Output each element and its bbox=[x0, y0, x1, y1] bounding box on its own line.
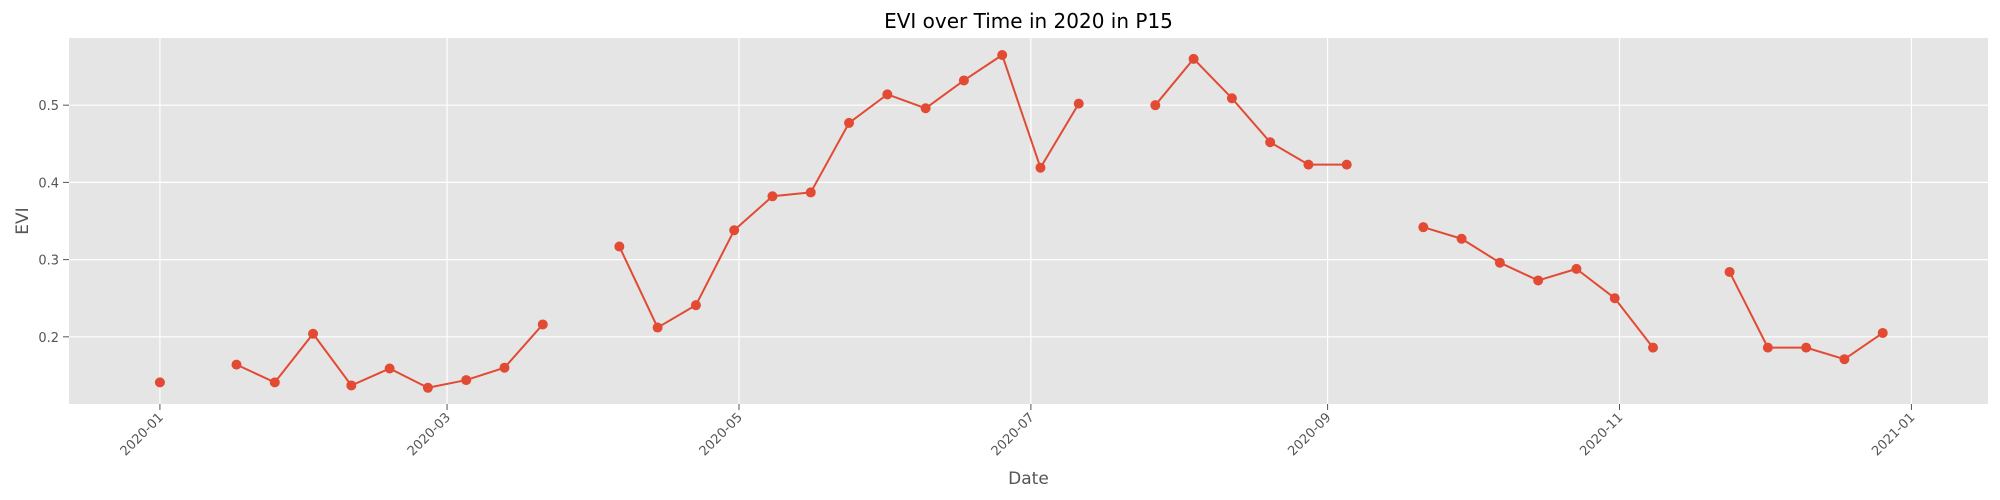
y-axis-label: EVI bbox=[13, 207, 33, 234]
data-point bbox=[384, 363, 395, 374]
y-tick-label: 0.4 bbox=[38, 176, 59, 191]
y-tick-label: 0.2 bbox=[38, 331, 59, 346]
data-point bbox=[652, 322, 663, 333]
data-point bbox=[1035, 162, 1046, 173]
data-point bbox=[767, 191, 778, 202]
data-point bbox=[346, 380, 357, 391]
data-point bbox=[537, 319, 548, 330]
data-point bbox=[1533, 275, 1544, 286]
data-point bbox=[1801, 342, 1812, 353]
grid-lines bbox=[69, 38, 1988, 404]
data-point bbox=[1456, 233, 1467, 244]
data-point bbox=[1226, 93, 1237, 104]
axis-ticks bbox=[63, 104, 1912, 410]
data-point bbox=[308, 328, 319, 339]
data-point bbox=[231, 359, 242, 370]
data-point bbox=[1265, 137, 1276, 148]
chart-title: EVI over Time in 2020 in P15 bbox=[884, 9, 1173, 33]
data-point bbox=[1150, 100, 1161, 111]
data-point bbox=[269, 377, 280, 388]
data-point bbox=[1571, 263, 1582, 274]
data-point bbox=[1303, 159, 1314, 170]
plot-area bbox=[69, 38, 1988, 404]
data-point bbox=[1418, 222, 1429, 233]
data-point bbox=[1839, 354, 1850, 365]
data-point bbox=[1609, 293, 1620, 304]
data-point bbox=[958, 75, 969, 86]
series-points bbox=[154, 49, 1888, 393]
data-point bbox=[1494, 257, 1505, 268]
data-point bbox=[844, 117, 855, 128]
data-point bbox=[1188, 53, 1199, 64]
data-point bbox=[920, 103, 931, 114]
data-point bbox=[499, 362, 510, 373]
data-point bbox=[154, 377, 165, 388]
x-axis-label: Date bbox=[1008, 469, 1049, 489]
data-point bbox=[882, 89, 893, 100]
series-line-segment bbox=[1154, 57, 1347, 166]
data-point bbox=[997, 49, 1008, 60]
data-point bbox=[614, 241, 625, 252]
data-point bbox=[1073, 98, 1084, 109]
y-tick-label: 0.3 bbox=[38, 254, 59, 269]
data-point bbox=[729, 225, 740, 236]
data-point bbox=[461, 375, 472, 386]
data-point bbox=[1648, 342, 1659, 353]
data-point bbox=[1724, 266, 1735, 277]
y-tick-label: 0.5 bbox=[38, 99, 59, 114]
data-point bbox=[1341, 159, 1352, 170]
data-point bbox=[422, 382, 433, 393]
data-point bbox=[1762, 342, 1773, 353]
data-point bbox=[805, 187, 816, 198]
data-point bbox=[1877, 327, 1888, 338]
data-point bbox=[690, 300, 701, 311]
